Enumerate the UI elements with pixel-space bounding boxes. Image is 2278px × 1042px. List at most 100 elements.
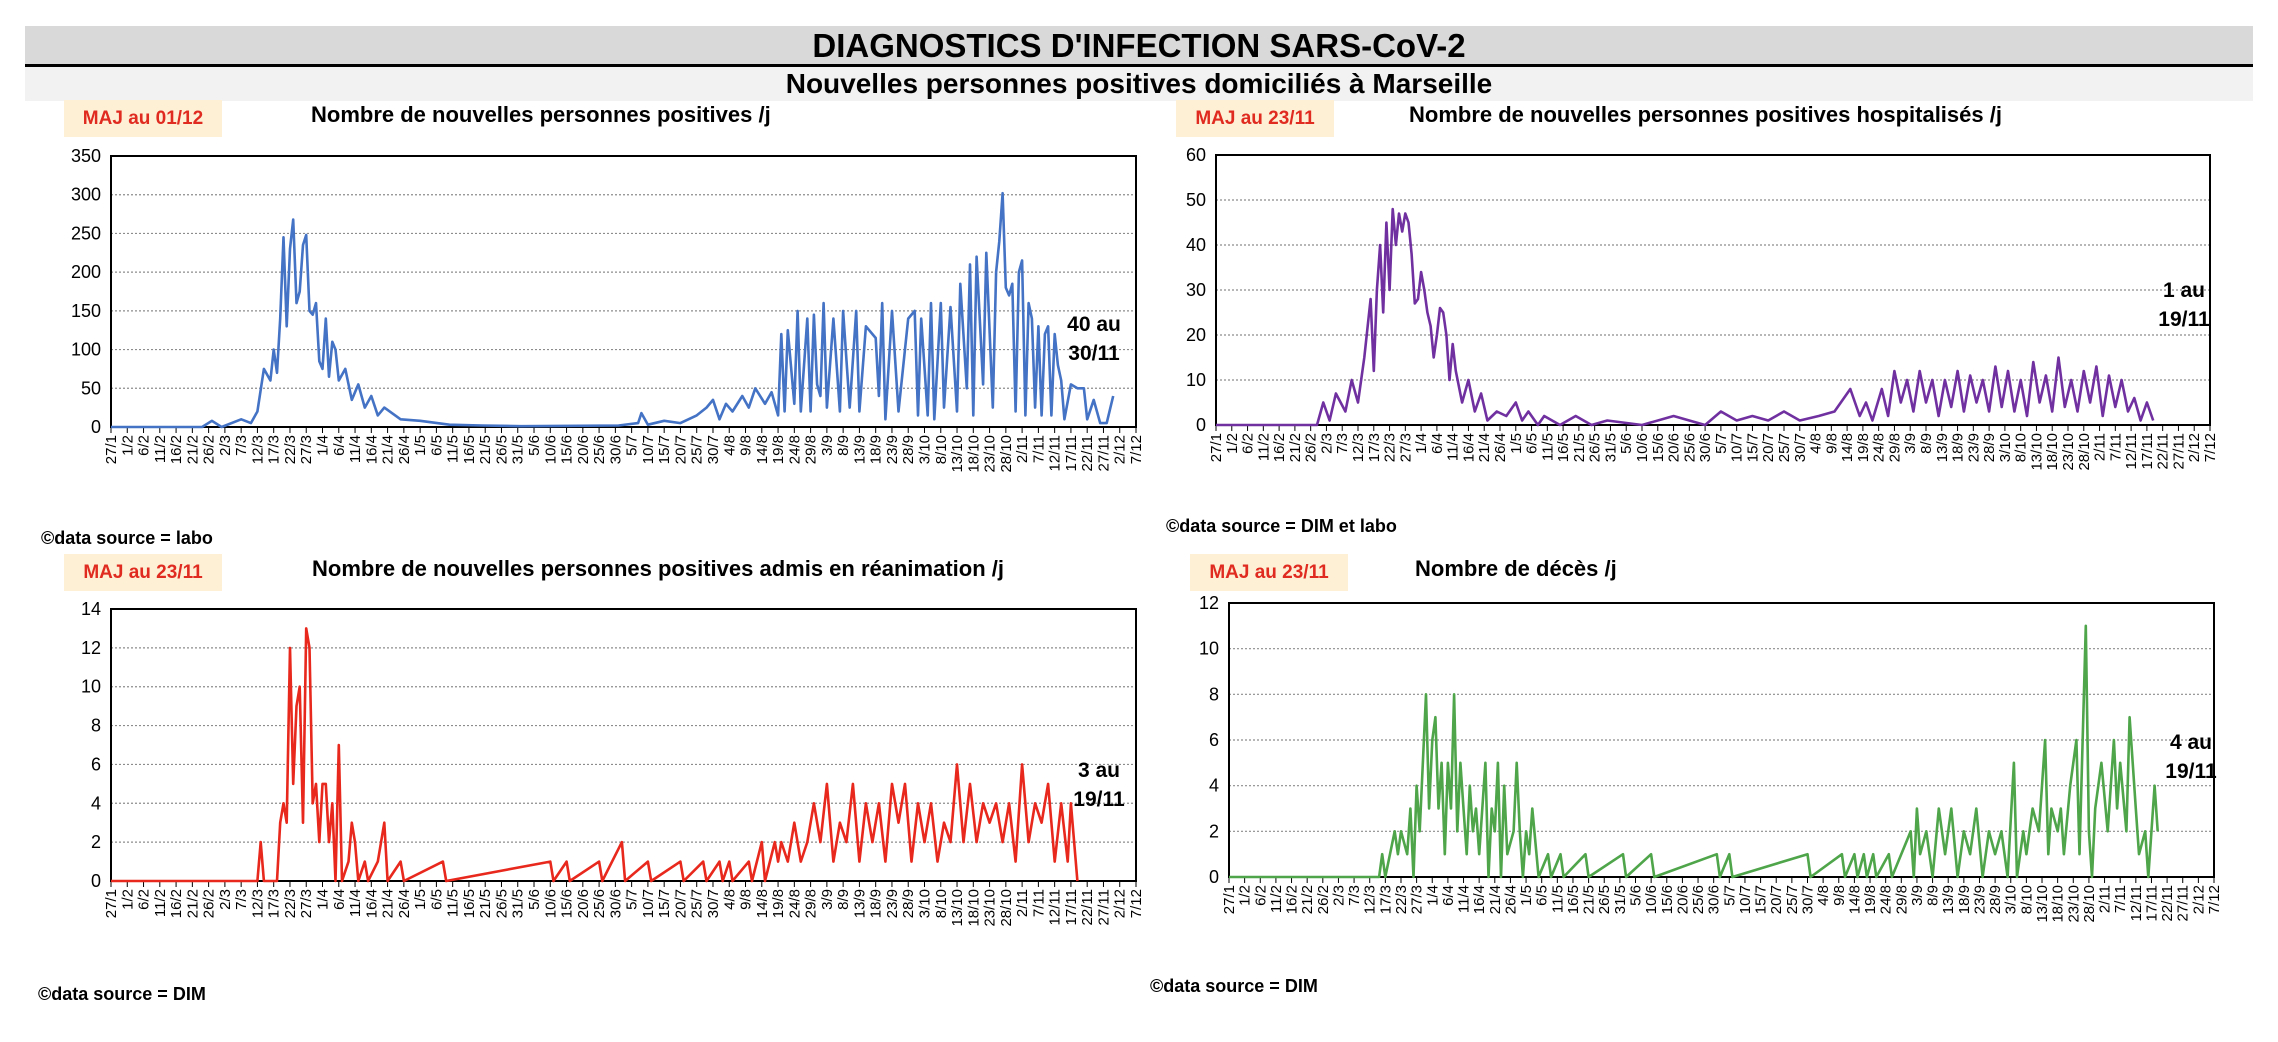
x-tick-label: 13/9: [1934, 433, 1951, 462]
x-tick-label: 23/9: [1971, 885, 1988, 914]
x-tick-label: 26/5: [1596, 885, 1613, 914]
x-tick-label: 16/4: [363, 889, 380, 918]
x-tick-label: 26/5: [493, 435, 510, 464]
x-tick-label: 7/11: [1030, 435, 1047, 463]
x-tick-label: 5/7: [624, 435, 641, 456]
x-tick-label: 27/11: [1095, 889, 1112, 925]
x-tick-label: 9/8: [738, 889, 755, 910]
y-tick-label: 150: [71, 301, 101, 321]
y-tick-label: 100: [71, 340, 101, 360]
x-tick-label: 20/6: [1674, 885, 1691, 914]
x-tick-label: 29/8: [1886, 433, 1903, 462]
x-tick-label: 25/7: [1784, 885, 1801, 914]
x-tick-label: 25/6: [591, 889, 608, 918]
data-source: ©data source = labo: [41, 528, 213, 548]
y-tick-label: 4: [91, 793, 101, 813]
x-tick-label: 8/9: [1918, 433, 1935, 454]
x-tick-label: 26/2: [201, 435, 218, 464]
x-tick-label: 29/8: [1893, 885, 1910, 914]
x-tick-label: 18/9: [868, 889, 885, 918]
x-tick-label: 14/8: [754, 889, 771, 918]
x-tick-label: 20/6: [575, 889, 592, 918]
x-tick-label: 15/6: [1659, 885, 1676, 914]
x-tick-label: 16/4: [1460, 433, 1477, 462]
x-tick-label: 8/10: [933, 435, 950, 464]
x-tick-label: 27/1: [103, 889, 120, 918]
x-tick-label: 3/10: [2003, 885, 2020, 914]
x-tick-label: 30/6: [607, 435, 624, 464]
x-tick-label: 7/3: [1346, 885, 1363, 906]
plot-area: [1228, 602, 2215, 878]
x-tick-label: 5/7: [1721, 885, 1738, 906]
x-tick-label: 21/4: [1487, 885, 1504, 914]
x-tick-label: 23/9: [884, 889, 901, 918]
x-tick-label: 16/5: [461, 435, 478, 464]
x-tick-label: 6/2: [1240, 433, 1257, 454]
x-tick-label: 30/7: [1799, 885, 1816, 914]
x-tick-label: 20/7: [1768, 885, 1785, 914]
x-tick-label: 8/10: [933, 889, 950, 918]
y-tick-label: 10: [1199, 639, 1219, 659]
x-tick-label: 25/6: [1690, 885, 1707, 914]
y-tick-label: 8: [91, 716, 101, 736]
x-tick-label: 17/3: [1366, 433, 1383, 462]
x-tick-label: 6/5: [428, 889, 445, 910]
x-tick-label: 1/2: [1224, 433, 1241, 454]
latest-value-annotation: 19/11: [1073, 788, 1125, 811]
x-tick-label: 21/5: [1571, 433, 1588, 462]
x-tick-label: 11/5: [1539, 433, 1556, 461]
x-tick-label: 31/5: [510, 889, 527, 918]
x-tick-label: 21/4: [380, 889, 397, 918]
maj-badge: MAJ au 23/11: [1190, 554, 1348, 591]
x-tick-label: 15/6: [559, 435, 576, 464]
x-tick-label: 13/9: [851, 889, 868, 918]
chart-title: Nombre de nouvelles personnes positives …: [1409, 102, 2002, 127]
maj-badge: MAJ au 01/12: [64, 100, 222, 137]
y-tick-label: 0: [1209, 867, 1219, 887]
x-tick-label: 9/8: [738, 435, 755, 456]
x-tick-label: 17/3: [1377, 885, 1394, 914]
x-tick-label: 1/2: [119, 435, 136, 456]
series-line: [111, 627, 1079, 883]
y-tick-label: 6: [91, 754, 101, 774]
x-tick-label: 11/2: [152, 435, 169, 463]
x-tick-label: 24/8: [786, 435, 803, 464]
x-tick-label: 26/4: [1492, 433, 1509, 462]
maj-badge: MAJ au 23/11: [64, 554, 222, 591]
x-tick-label: 12/3: [1362, 885, 1379, 914]
x-tick-label: 20/7: [672, 435, 689, 464]
x-tick-label: 27/1: [103, 435, 120, 464]
x-tick-label: 7/11: [2107, 433, 2124, 461]
data-source: ©data source = DIM: [38, 984, 206, 1004]
x-tick-label: 7/12: [2206, 885, 2223, 914]
x-tick-label: 30/7: [705, 889, 722, 918]
x-tick-label: 22/11: [2155, 433, 2172, 469]
chart-title: Nombre de décès /j: [1415, 556, 1617, 581]
y-tick-label: 12: [81, 638, 101, 658]
x-tick-label: 21/2: [1299, 885, 1316, 914]
x-tick-label: 6/2: [136, 889, 153, 910]
y-tick-label: 300: [71, 185, 101, 205]
x-tick-label: 10/6: [542, 435, 559, 464]
x-tick-label: 28/10: [998, 435, 1015, 473]
x-tick-label: 28/10: [2081, 885, 2098, 923]
x-tick-label: 19/8: [1862, 885, 1879, 914]
plot-area: [110, 608, 1137, 882]
x-tick-label: 18/9: [868, 435, 885, 464]
x-tick-label: 2/12: [2190, 885, 2207, 914]
x-tick-label: 3/9: [819, 889, 836, 910]
page-title: DIAGNOSTICS D'INFECTION SARS-CoV-2: [812, 27, 1466, 64]
x-tick-label: 15/7: [656, 435, 673, 464]
x-tick-label: 6/4: [331, 435, 348, 456]
x-tick-label: 7/12: [1128, 889, 1145, 918]
x-tick-label: 19/8: [770, 435, 787, 464]
x-tick-label: 3/9: [1909, 885, 1926, 906]
x-tick-label: 20/7: [672, 889, 689, 918]
x-tick-label: 21/4: [380, 435, 397, 464]
x-tick-label: 23/10: [2060, 433, 2077, 471]
x-tick-label: 18/9: [1956, 885, 1973, 914]
x-tick-label: 27/1: [1221, 885, 1238, 914]
x-tick-label: 16/5: [461, 889, 478, 918]
x-tick-label: 19/8: [770, 889, 787, 918]
y-tick-label: 0: [91, 871, 101, 891]
